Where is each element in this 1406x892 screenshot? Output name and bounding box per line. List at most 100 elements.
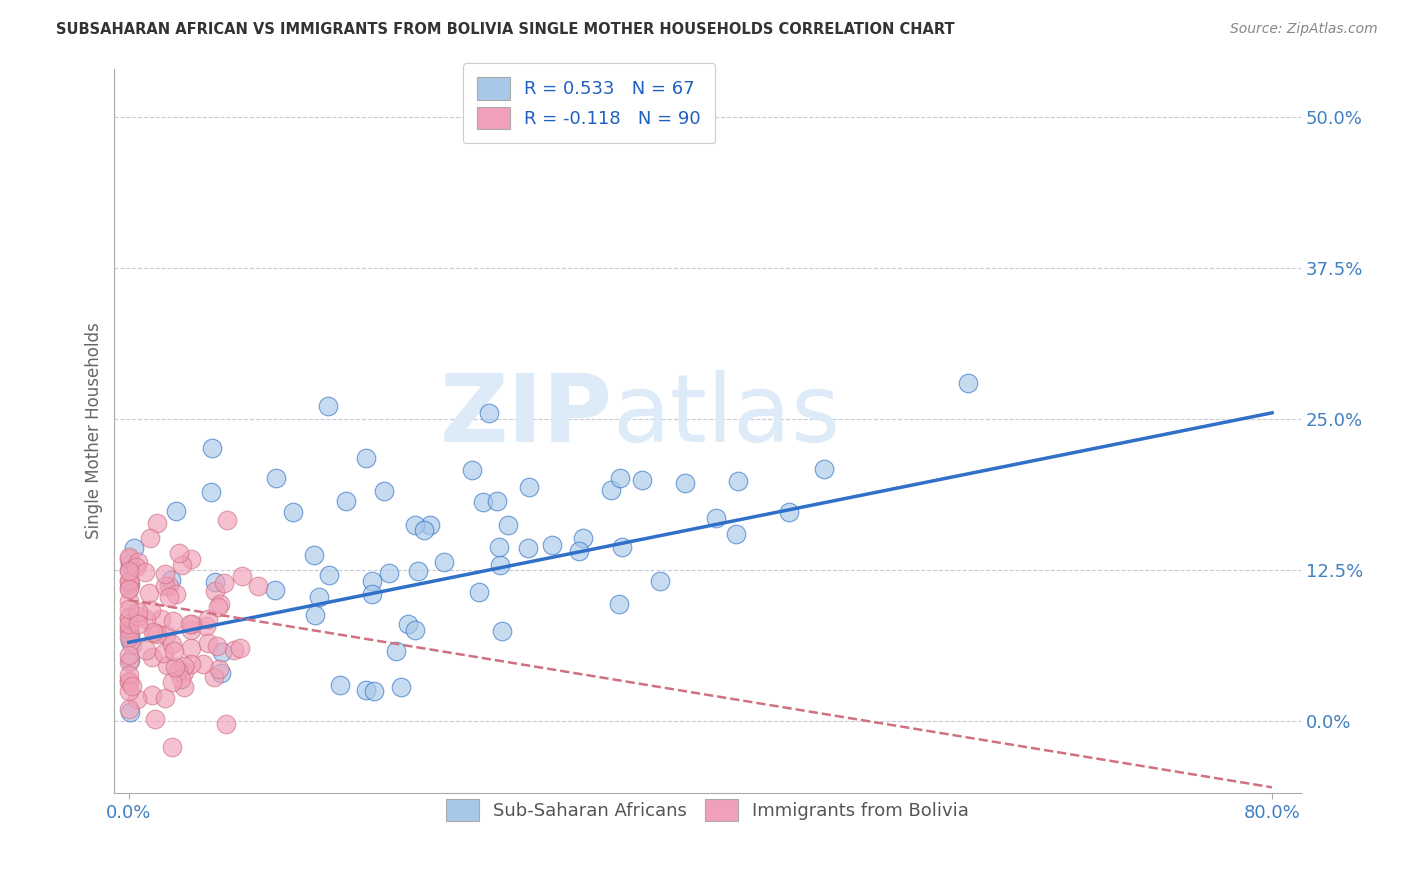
Point: [304, 608, 326, 623]
Point: [118, 574, 141, 588]
Point: [118, 648, 141, 662]
Point: [120, 628, 142, 642]
Point: [118, 656, 141, 670]
Point: [316, 399, 339, 413]
Point: [118, 630, 141, 644]
Point: [205, 639, 228, 653]
Point: [118, 667, 141, 681]
Point: [118, 684, 141, 698]
Point: [361, 587, 384, 601]
Point: [166, 664, 188, 678]
Point: [208, 597, 231, 611]
Point: [201, 441, 224, 455]
Point: [118, 549, 141, 564]
Point: [121, 639, 143, 653]
Point: [173, 665, 195, 680]
Point: [607, 597, 630, 611]
Point: [302, 549, 325, 563]
Point: [673, 475, 696, 490]
Point: [727, 474, 749, 488]
Point: [120, 653, 142, 667]
Point: [217, 513, 239, 527]
Point: [122, 541, 145, 555]
Point: [281, 505, 304, 519]
Point: [725, 526, 748, 541]
Point: [208, 662, 231, 676]
Point: [155, 628, 177, 642]
Text: atlas: atlas: [613, 370, 841, 462]
Point: [127, 555, 149, 569]
Point: [165, 587, 187, 601]
Point: [118, 609, 141, 624]
Point: [180, 552, 202, 566]
Text: Source: ZipAtlas.com: Source: ZipAtlas.com: [1230, 22, 1378, 37]
Point: [378, 566, 401, 580]
Point: [169, 546, 191, 560]
Point: [191, 657, 214, 672]
Point: [610, 540, 633, 554]
Point: [124, 560, 146, 574]
Point: [163, 644, 186, 658]
Text: ZIP: ZIP: [440, 370, 613, 462]
Point: [491, 624, 513, 639]
Point: [194, 619, 217, 633]
Point: [197, 636, 219, 650]
Point: [541, 538, 564, 552]
Point: [145, 627, 167, 641]
Point: [813, 462, 835, 476]
Point: [181, 616, 204, 631]
Y-axis label: Single Mother Households: Single Mother Households: [86, 323, 103, 540]
Point: [461, 462, 484, 476]
Point: [153, 691, 176, 706]
Point: [145, 516, 167, 530]
Point: [204, 584, 226, 599]
Point: [118, 621, 141, 635]
Point: [162, 637, 184, 651]
Point: [179, 616, 201, 631]
Point: [360, 574, 382, 588]
Point: [215, 717, 238, 731]
Point: [600, 483, 623, 498]
Point: [204, 574, 226, 589]
Point: [125, 692, 148, 706]
Point: [229, 640, 252, 655]
Point: [517, 541, 540, 555]
Point: [572, 531, 595, 545]
Point: [489, 558, 512, 573]
Point: [120, 557, 142, 571]
Point: [231, 569, 253, 583]
Point: [149, 611, 172, 625]
Point: [118, 673, 141, 688]
Point: [488, 540, 510, 554]
Point: [127, 616, 149, 631]
Point: [118, 602, 141, 616]
Point: [142, 624, 165, 639]
Point: [121, 679, 143, 693]
Point: [139, 603, 162, 617]
Point: [160, 675, 183, 690]
Point: [120, 633, 142, 648]
Point: [141, 649, 163, 664]
Point: [517, 481, 540, 495]
Point: [127, 605, 149, 619]
Point: [170, 558, 193, 572]
Point: [180, 623, 202, 637]
Point: [211, 645, 233, 659]
Point: [180, 641, 202, 656]
Point: [630, 473, 652, 487]
Point: [135, 642, 157, 657]
Point: [153, 567, 176, 582]
Point: [486, 493, 509, 508]
Point: [197, 611, 219, 625]
Text: SUBSAHARAN AFRICAN VS IMMIGRANTS FROM BOLIVIA SINGLE MOTHER HOUSEHOLDS CORRELATI: SUBSAHARAN AFRICAN VS IMMIGRANTS FROM BO…: [56, 22, 955, 37]
Point: [165, 503, 187, 517]
Point: [200, 485, 222, 500]
Point: [496, 518, 519, 533]
Point: [163, 660, 186, 674]
Point: [778, 505, 800, 519]
Point: [363, 684, 385, 698]
Point: [212, 575, 235, 590]
Point: [396, 616, 419, 631]
Point: [139, 531, 162, 545]
Point: [354, 450, 377, 465]
